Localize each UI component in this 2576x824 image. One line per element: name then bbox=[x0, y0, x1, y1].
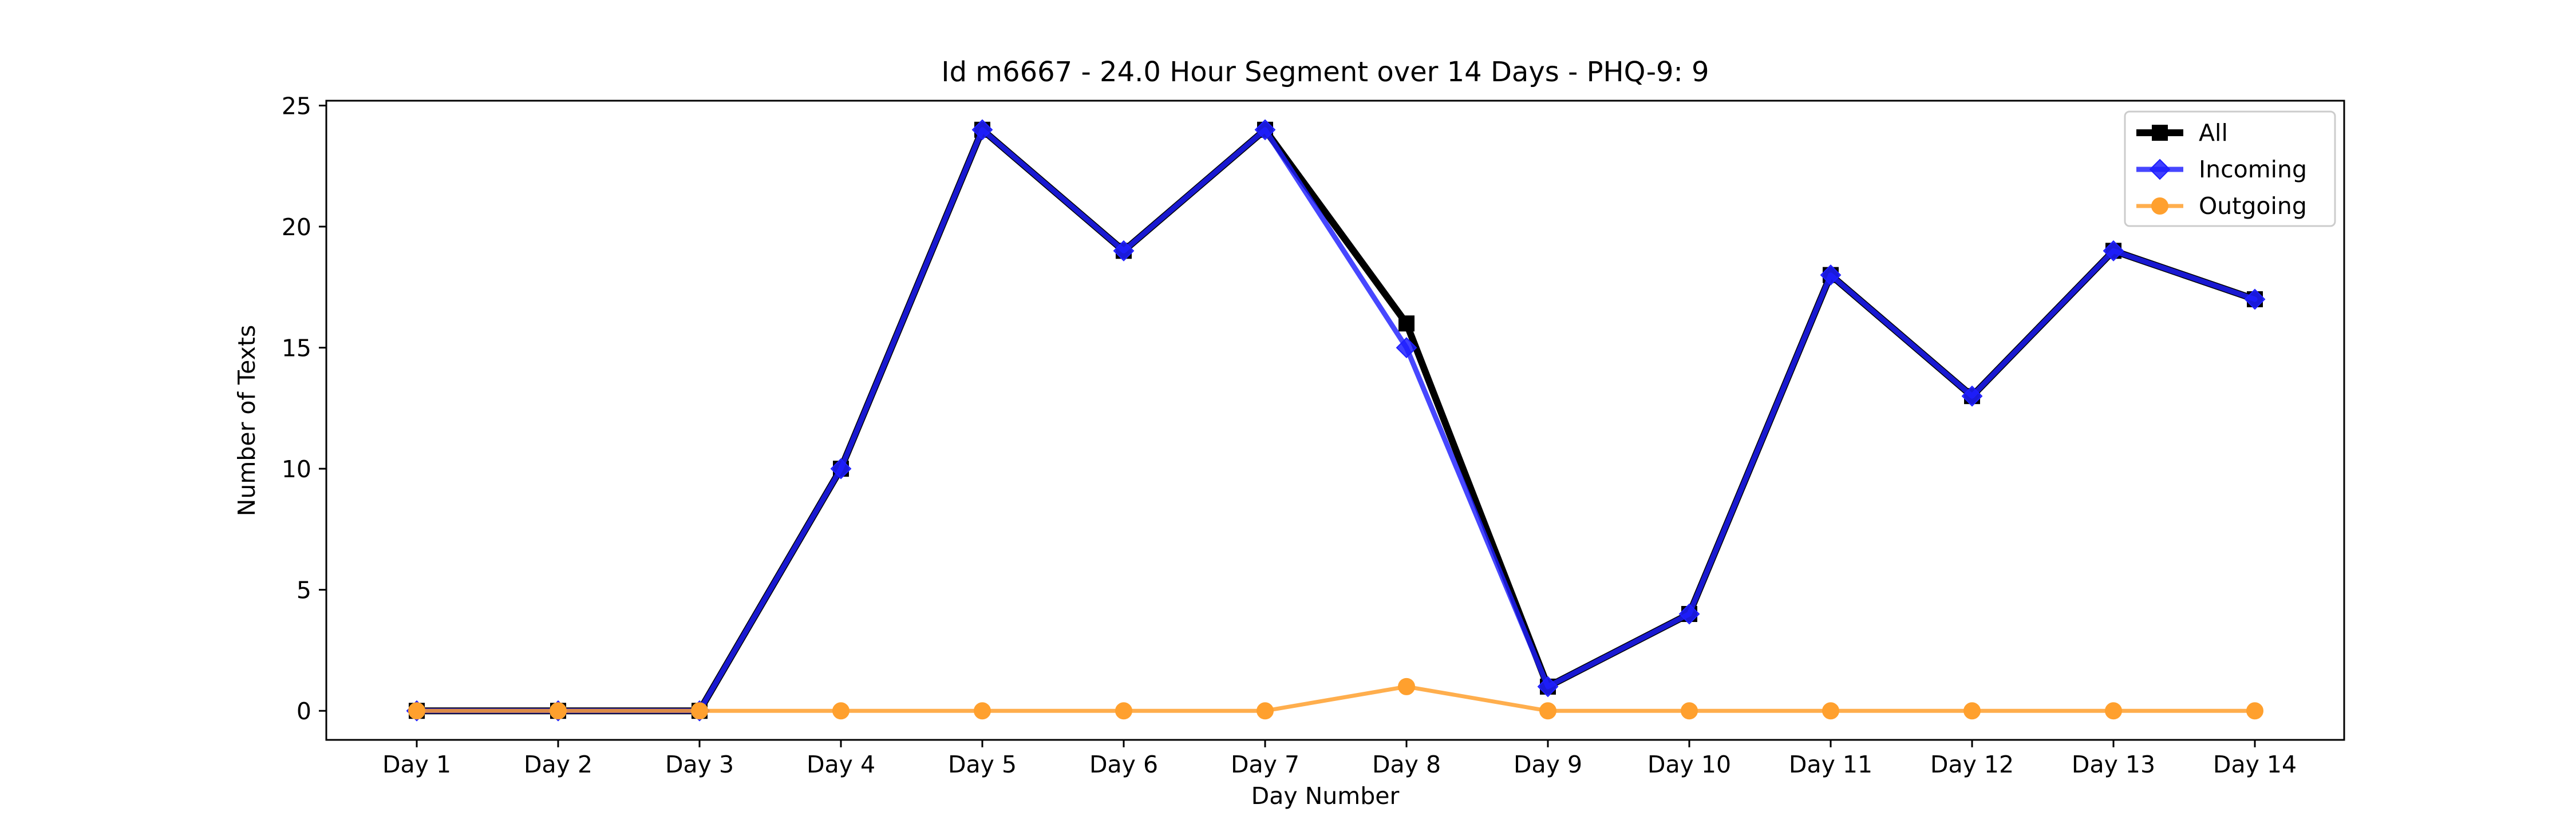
x-tick-label: Day 3 bbox=[665, 751, 734, 778]
y-axis-label: Number of Texts bbox=[233, 325, 260, 517]
data-point-circle bbox=[2105, 702, 2122, 720]
x-tick-label: Day 1 bbox=[382, 751, 451, 778]
data-point-diamond bbox=[2244, 288, 2266, 310]
y-tick-label: 10 bbox=[282, 455, 311, 483]
y-tick-label: 20 bbox=[282, 213, 311, 241]
data-point-circle bbox=[1822, 702, 1839, 720]
x-tick-label: Day 14 bbox=[2213, 751, 2297, 778]
legend-item: Incoming bbox=[2136, 156, 2307, 183]
plot-frame bbox=[325, 100, 2345, 741]
data-point-circle bbox=[550, 702, 567, 720]
data-point-diamond bbox=[1113, 240, 1135, 262]
data-point-circle bbox=[2151, 197, 2168, 215]
x-tick-label: Day 6 bbox=[1089, 751, 1158, 778]
data-point-circle bbox=[1963, 702, 1981, 720]
x-tick-label: Day 9 bbox=[1514, 751, 1582, 778]
series-line bbox=[414, 684, 2257, 713]
data-point-diamond bbox=[1396, 337, 1417, 358]
y-tick-label: 25 bbox=[282, 92, 311, 120]
data-point-diamond bbox=[830, 458, 852, 480]
data-point-diamond bbox=[971, 119, 993, 141]
x-axis-label: Day Number bbox=[1251, 782, 1400, 810]
data-point-circle bbox=[832, 702, 850, 720]
legend-box bbox=[2124, 110, 2336, 227]
data-point-square bbox=[1398, 315, 1415, 332]
x-tick-label: Day 5 bbox=[948, 751, 1017, 778]
legend-item: Outgoing bbox=[2136, 192, 2307, 220]
data-point-diamond bbox=[1820, 264, 1842, 286]
x-tick-label: Day 11 bbox=[1789, 751, 1872, 778]
data-point-diamond bbox=[2149, 159, 2171, 180]
legend: All Incoming Outgoing bbox=[2124, 110, 2336, 227]
data-point-diamond bbox=[2103, 240, 2124, 262]
data-point-circle bbox=[1681, 702, 1698, 720]
data-point-circle bbox=[974, 702, 991, 720]
data-point-square bbox=[2152, 125, 2168, 141]
legend-label: All bbox=[2199, 119, 2228, 146]
data-point-diamond bbox=[1678, 603, 1700, 625]
series-outgoing bbox=[408, 678, 2263, 720]
y-tick-label: 15 bbox=[282, 335, 311, 362]
y-tick-label: 5 bbox=[297, 577, 311, 604]
data-point-circle bbox=[691, 702, 708, 720]
data-point-circle bbox=[2246, 702, 2263, 720]
x-tick-label: Day 2 bbox=[524, 751, 592, 778]
x-tick-label: Day 13 bbox=[2072, 751, 2155, 778]
data-point-circle bbox=[408, 702, 425, 720]
x-tick-label: Day 4 bbox=[807, 751, 875, 778]
legend-item: All bbox=[2136, 119, 2228, 146]
data-point-diamond bbox=[1254, 119, 1276, 141]
data-point-circle bbox=[1539, 702, 1556, 720]
data-point-diamond bbox=[1961, 385, 1983, 407]
x-tick-label: Day 7 bbox=[1231, 751, 1299, 778]
series-line bbox=[414, 127, 2258, 714]
data-point-circle bbox=[1257, 702, 1274, 720]
data-point-diamond bbox=[1537, 676, 1559, 698]
data-point-circle bbox=[1115, 702, 1132, 720]
legend-label: Incoming bbox=[2199, 156, 2307, 183]
x-tick-label: Day 10 bbox=[1647, 751, 1731, 778]
y-tick-label: 0 bbox=[297, 698, 311, 725]
data-point-circle bbox=[1398, 678, 1415, 695]
chart-title: Id m6667 - 24.0 Hour Segment over 14 Day… bbox=[941, 56, 1709, 88]
x-tick-label: Day 8 bbox=[1372, 751, 1441, 778]
x-tick-label: Day 12 bbox=[1930, 751, 2014, 778]
legend-label: Outgoing bbox=[2199, 192, 2307, 220]
